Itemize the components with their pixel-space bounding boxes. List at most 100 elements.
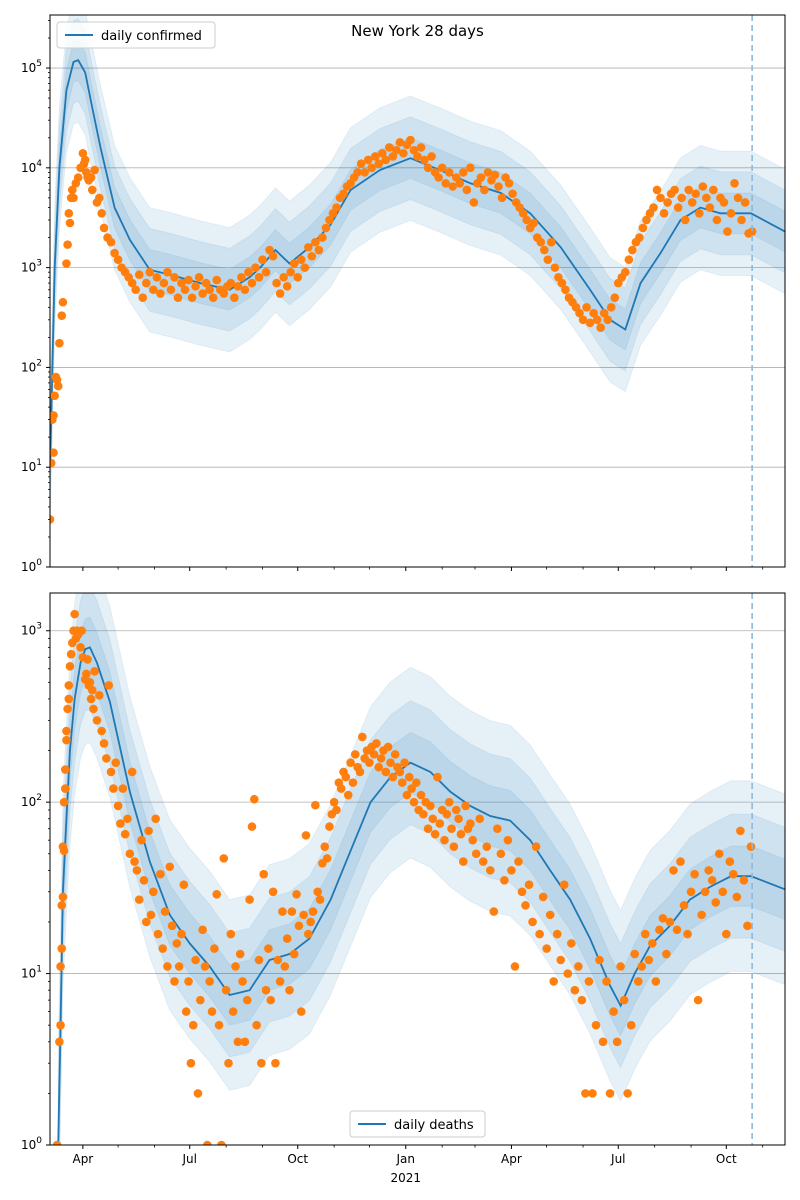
observed-point (311, 800, 320, 810)
observed-point (58, 892, 68, 902)
observed-point (651, 977, 661, 986)
observed-point (80, 155, 90, 165)
observed-point (705, 203, 715, 212)
axes-frame (49, 592, 786, 1146)
x-tick-label: Jan (396, 1152, 416, 1166)
observed-point (307, 251, 317, 261)
observed-point (482, 842, 492, 851)
observed-point (423, 163, 433, 173)
observed-point (318, 233, 327, 242)
observed-point (729, 869, 738, 879)
observed-point (578, 315, 588, 325)
observed-point (230, 293, 239, 302)
observed-point (471, 849, 481, 859)
observed-point (252, 1020, 261, 1030)
observed-point (141, 278, 151, 288)
observed-point (404, 772, 414, 782)
observed-point (296, 255, 306, 265)
observed-point (293, 272, 303, 282)
observed-point (434, 173, 443, 182)
observed-point (606, 303, 616, 312)
observed-point (102, 754, 111, 763)
observed-point (238, 977, 247, 986)
observed-point (381, 767, 391, 777)
legend-label: daily deaths (394, 1118, 474, 1133)
observed-point (127, 767, 137, 777)
observed-point (83, 655, 92, 664)
observed-point (332, 805, 341, 815)
observed-point (120, 829, 130, 839)
observed-point (605, 1089, 615, 1098)
observed-point (85, 678, 95, 687)
observed-point (203, 1140, 212, 1145)
legend-label: daily confirmed (101, 29, 202, 44)
observed-point (712, 215, 722, 225)
observed-point (385, 143, 394, 152)
observed-point (503, 835, 513, 845)
observed-point (97, 209, 106, 218)
observed-point (711, 898, 721, 907)
observed-point (76, 643, 85, 652)
observed-point (221, 985, 231, 995)
observed-point (156, 869, 165, 879)
observed-point (478, 857, 488, 866)
observed-point (159, 278, 169, 288)
observed-point (52, 1140, 62, 1145)
observed-point (435, 819, 445, 828)
observed-point (672, 925, 682, 935)
observed-point (559, 880, 569, 889)
observed-point (395, 138, 405, 147)
observed-point (151, 814, 160, 824)
observed-point (55, 338, 64, 348)
observed-point (217, 1140, 226, 1145)
observed-point (166, 285, 176, 295)
observed-point (226, 929, 236, 939)
observed-point (57, 944, 67, 953)
observed-point (592, 315, 602, 325)
observed-point (131, 285, 141, 295)
observed-point (170, 272, 179, 282)
observed-point (704, 866, 713, 875)
observed-point (747, 227, 757, 236)
observed-point (304, 242, 313, 252)
observed-point (145, 267, 155, 277)
observed-point (683, 929, 692, 939)
observed-point (665, 917, 675, 927)
observed-point (679, 901, 689, 910)
observed-point (644, 955, 654, 965)
y-tick-label: 103 (21, 622, 42, 638)
observed-point (193, 1089, 203, 1098)
observed-point (456, 829, 466, 839)
x-tick-label: Apr (72, 1152, 93, 1166)
y-tick-base: 10 (21, 360, 36, 374)
observed-point (132, 866, 142, 875)
observed-point (214, 1020, 224, 1030)
observed-point (127, 278, 137, 288)
observed-point (134, 895, 144, 904)
x-tick-year-label: 2021 (390, 1171, 421, 1185)
observed-point (637, 962, 647, 971)
observed-point (149, 285, 158, 295)
observed-point (412, 778, 421, 787)
y-tick-base: 10 (21, 1138, 36, 1152)
observed-point (489, 907, 499, 916)
observed-point (395, 767, 405, 777)
observed-point (483, 168, 493, 177)
observed-point (390, 750, 400, 759)
observed-point (210, 944, 219, 953)
y-tick-exponent: 2 (36, 358, 42, 368)
observed-point (172, 939, 182, 948)
observed-point (374, 159, 384, 168)
observed-point (630, 949, 640, 959)
observed-point (449, 842, 459, 851)
observed-point (529, 218, 539, 228)
observed-point (732, 892, 742, 902)
observed-point (314, 245, 324, 255)
observed-point (524, 880, 534, 889)
observed-point (737, 215, 746, 225)
observed-point (399, 148, 408, 158)
observed-point (174, 962, 184, 971)
observed-point (444, 797, 454, 807)
observed-point (271, 1058, 280, 1068)
